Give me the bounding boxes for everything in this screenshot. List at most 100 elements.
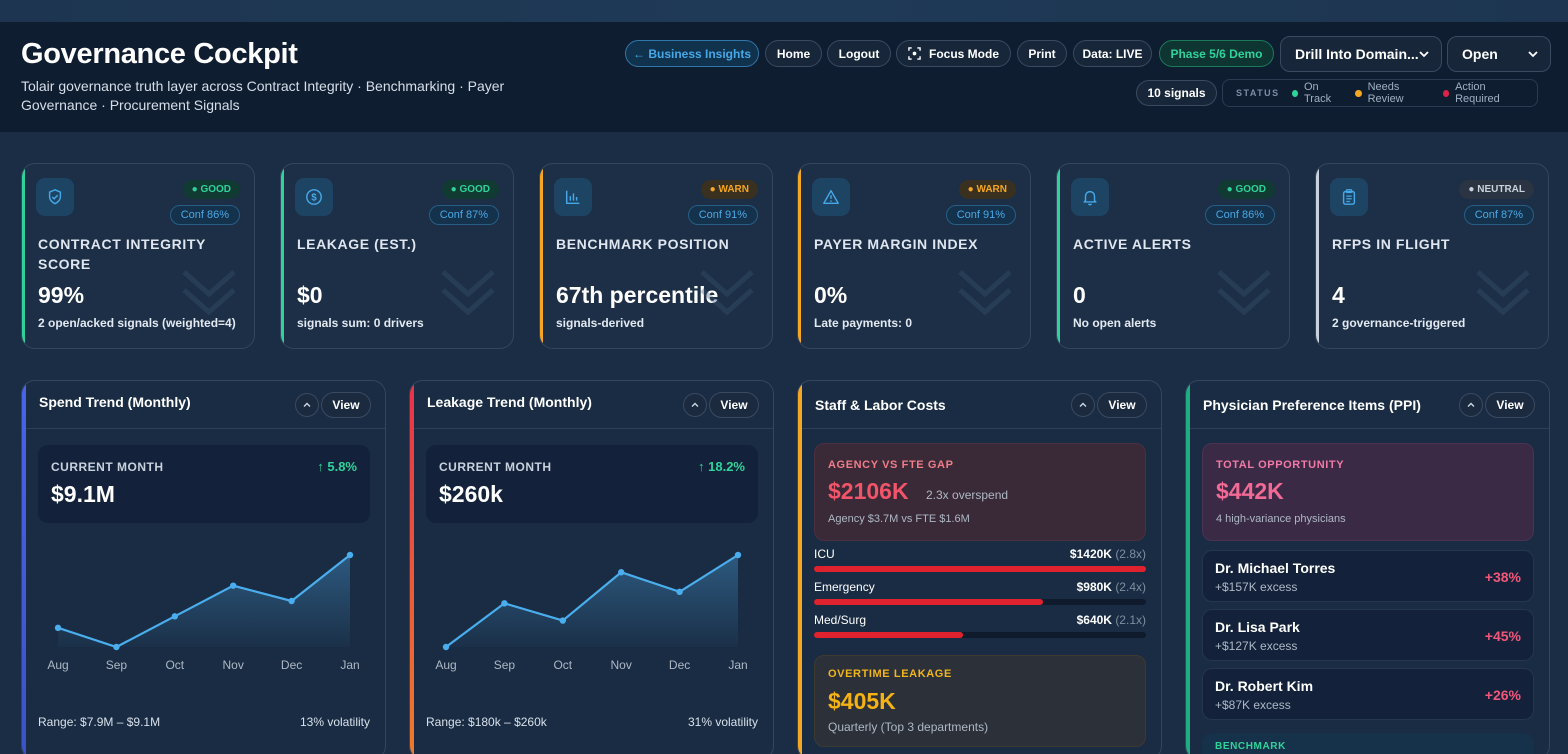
kpi-card-contract-integrity[interactable]: ● GOOD Conf 86% CONTRACT INTEGRITY SCORE… [21,163,255,349]
panel-title: Staff & Labor Costs [815,397,946,413]
current-month-label: CURRENT MONTH [51,460,164,474]
panel-header [22,381,385,429]
kpi-value: 4 [1332,282,1345,308]
leakage-line-chart: Aug Sep Oct Nov Dec Jan [435,551,748,672]
physician-name: Dr. Robert Kim [1215,678,1314,694]
physician-row[interactable]: Dr. Lisa Park +$127K excess +45% [1202,609,1534,661]
physician-excess: +$87K excess [1215,698,1291,712]
kpi-card-active-alerts[interactable]: ● GOOD Conf 86% ACTIVE ALERTS 0 No open … [1056,163,1290,349]
kpi-card-leakage[interactable]: $ ● GOOD Conf 87% LEAKAGE (EST.) $0 sign… [280,163,514,349]
data-live-button[interactable]: Data: LIVE [1073,40,1152,67]
kpi-card-benchmark[interactable]: ● WARN Conf 91% BENCHMARK POSITION 67th … [539,163,773,349]
department-amount: $640K [1076,613,1112,627]
chart-point [559,617,566,624]
collapse-button[interactable] [683,393,707,417]
chevron-up-icon [303,402,311,407]
x-tick-label: Oct [165,658,184,672]
kpi-subtext: 2 open/acked signals (weighted=4) [38,316,236,330]
dollar-circle-icon: $ [295,178,333,216]
department-value: $980K (2.4x) [1077,580,1146,594]
status-badge: ● WARN [700,180,758,199]
chevron-up-icon [1467,402,1475,407]
leakage-trend-panel: Leakage Trend (Monthly) View CURRENT MON… [409,380,774,754]
department-bar-fill [814,566,1146,572]
collapse-button[interactable] [1459,393,1483,417]
physician-row[interactable]: Dr. Robert Kim +$87K excess +26% [1202,668,1534,720]
x-tick-label: Sep [106,658,128,672]
confidence-badge: Conf 91% [687,205,758,225]
department-name: Med/Surg [814,613,867,627]
view-button[interactable]: View [1097,392,1147,418]
chart-point [171,613,178,620]
chart-point [734,551,742,559]
legend-on-track: On Track [1291,81,1345,105]
x-tick-label: Aug [435,658,456,672]
kpi-value: $0 [297,282,323,308]
top-strip [0,0,1568,22]
chevrons-watermark-icon [958,270,1012,316]
panel-header [410,381,773,429]
status-legend-label: STATUS [1236,88,1280,98]
view-button[interactable]: View [1485,392,1535,418]
status-badge: ● WARN [958,180,1016,199]
x-tick-label: Nov [223,658,244,672]
department-bar-fill [814,632,964,638]
kpi-card-rfps[interactable]: ● NEUTRAL Conf 87% RFPS IN FLIGHT 4 2 go… [1315,163,1549,349]
department-amount: $1420K [1069,547,1112,561]
kpi-label: CONTRACT INTEGRITY SCORE [38,236,206,272]
department-multiplier: (2.8x) [1115,547,1146,561]
physician-name: Dr. Michael Torres [1215,560,1336,576]
department-value: $640K (2.1x) [1077,613,1146,627]
agency-gap-label: AGENCY VS FTE GAP [828,459,954,471]
kpi-subtext: signals-derived [556,316,645,330]
confidence-badge: Conf 87% [428,205,499,225]
x-tick-label: Dec [669,658,690,672]
chart-point [346,551,354,559]
open-select[interactable]: Open [1447,36,1551,72]
chevron-down-icon [1419,51,1429,58]
legend-needs-review-label: Needs Review [1367,81,1404,105]
x-tick-label: Nov [611,658,632,672]
view-button[interactable]: View [709,392,759,418]
business-insights-button[interactable]: ← Business Insights [625,40,759,67]
drill-domain-select[interactable]: Drill Into Domain... [1280,36,1442,72]
chevrons-watermark-icon [441,270,495,316]
focus-icon [908,47,921,60]
confidence-badge: Conf 87% [1463,205,1534,225]
panel-title: Physician Preference Items (PPI) [1203,397,1421,413]
focus-mode-label: Focus Mode [928,46,999,61]
chart-point [54,624,62,632]
chart-point [442,643,450,651]
bell-icon [1071,178,1109,216]
x-tick-label: Jan [728,658,747,672]
home-button[interactable]: Home [765,40,822,67]
panel-title: Leakage Trend (Monthly) [427,394,592,410]
view-button[interactable]: View [321,392,371,418]
chevrons-watermark-icon [182,270,236,316]
change-percent: ↑ 5.8% [317,459,357,474]
spend-trend-panel: Spend Trend (Monthly) View CURRENT MONTH… [21,380,386,754]
kpi-subtext: Late payments: 0 [814,316,913,330]
confidence-badge: Conf 91% [945,205,1016,225]
ppi-panel: Physician Preference Items (PPI) View TO… [1185,380,1550,754]
collapse-button[interactable] [295,393,319,417]
collapse-button[interactable] [1071,393,1095,417]
overtime-leakage-box: OVERTIME LEAKAGE $405K Quarterly (Top 3 … [814,655,1146,747]
department-value: $1420K (2.8x) [1070,547,1146,561]
chart-point [676,588,683,595]
volatility-text: 13% volatility [299,715,370,729]
focus-mode-button[interactable]: Focus Mode [896,40,1011,67]
chevrons-watermark-icon [700,270,754,316]
physician-variance: +38% [1484,569,1521,585]
print-button[interactable]: Print [1017,40,1067,67]
signals-count-badge: 10 signals [1136,80,1217,106]
kpi-value: 99% [38,282,85,308]
logout-button[interactable]: Logout [827,40,891,67]
spend-line-chart: Aug Sep Oct Nov Dec Jan [47,551,360,672]
chart-point [113,643,120,651]
kpi-card-payer-margin[interactable]: ● WARN Conf 91% PAYER MARGIN INDEX 0% La… [797,163,1031,349]
legend-on-track-label: On Track [1303,81,1332,105]
chart-series-line [57,554,351,649]
physician-row[interactable]: Dr. Michael Torres +$157K excess +38% [1202,550,1534,602]
phase-demo-button[interactable]: Phase 5/6 Demo [1159,40,1274,67]
